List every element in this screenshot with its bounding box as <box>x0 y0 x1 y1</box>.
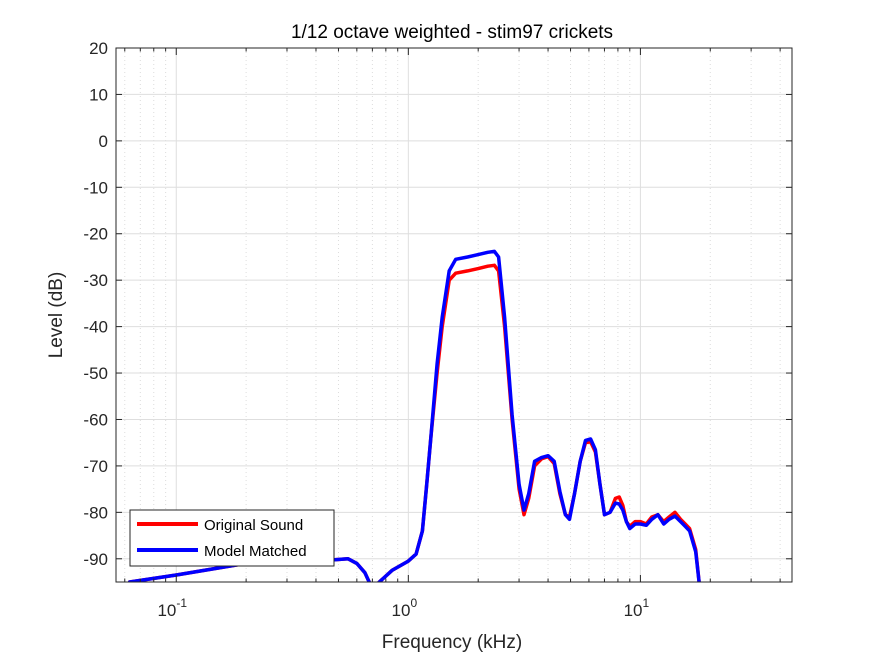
y-tick-label: -50 <box>83 364 108 383</box>
legend-box <box>129 509 335 567</box>
x-tick-labels: 10-1 100 101 <box>157 596 649 620</box>
x-tick-label: 10-1 <box>157 596 187 620</box>
y-tick-label: -60 <box>83 410 108 429</box>
series-layer <box>127 249 701 582</box>
plot-area <box>116 48 792 582</box>
chart-title: 1/12 octave weighted - stim97 crickets <box>291 22 613 43</box>
y-tick-label: -30 <box>83 271 108 290</box>
major-grid <box>116 47 792 582</box>
x-tick-label: 100 <box>392 596 418 620</box>
y-tick-label: -40 <box>83 318 108 337</box>
y-tick-label: -70 <box>83 457 108 476</box>
x-tick-label: 101 <box>624 596 650 620</box>
minor-grid <box>124 48 781 582</box>
legend-label-original-sound: Original Sound <box>204 517 303 534</box>
y-tick-label: -10 <box>83 178 108 197</box>
tick-marks <box>116 47 792 582</box>
y-tick-label: 20 <box>89 39 108 58</box>
legend: Original Sound Model Matched <box>129 509 335 567</box>
x-axis-label: Frequency (kHz) <box>382 632 522 653</box>
y-tick-label: -90 <box>83 550 108 569</box>
y-axis-label: Level (dB) <box>46 272 67 359</box>
y-tick-label: -20 <box>83 225 108 244</box>
y-tick-label: 0 <box>99 132 108 151</box>
series-line-model-matched <box>127 249 701 582</box>
axes-box <box>115 47 793 583</box>
y-tick-labels: 20 10 0 -10 -20 -30 -40 -50 -60 -70 -80 -90 <box>83 39 108 569</box>
y-tick-label: -80 <box>83 503 108 522</box>
legend-label-model-matched: Model Matched <box>204 543 307 560</box>
y-tick-label: 10 <box>89 85 108 104</box>
